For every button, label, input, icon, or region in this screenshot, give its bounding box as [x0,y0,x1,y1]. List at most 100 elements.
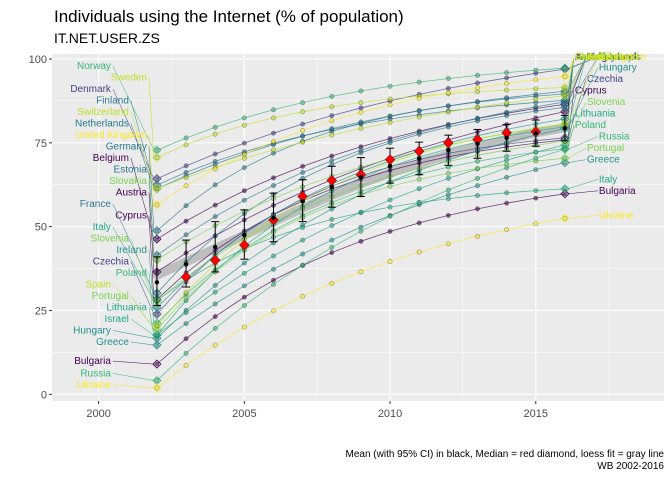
series-point [300,294,305,299]
series-point [212,289,218,295]
label-leader [112,65,155,151]
summary-stats [152,114,569,306]
x-tick-label: 2000 [86,408,110,420]
label-leader [130,157,155,240]
median-diamond [384,154,396,165]
start-marker [152,183,162,194]
start-marker [152,321,162,331]
series-point [271,107,276,113]
series-point [241,283,247,289]
series-point [358,238,364,244]
series-point [300,262,305,268]
label-leader [567,179,598,190]
label-start-finland: Finland [96,96,129,107]
series-point [329,126,335,132]
end-marker [560,144,570,154]
label-leader [130,318,155,336]
label-end-germany: Germany [575,52,616,63]
series-point [416,249,422,255]
series-point [387,184,393,189]
label-end-slovakia: Slovakia [575,52,613,63]
series-point [154,385,160,391]
series-point [300,128,305,133]
series-point [562,93,568,98]
series-point [475,85,480,91]
series-point [533,167,539,173]
label-leader [112,284,155,327]
label-start-netherlands: Netherlands [75,119,129,130]
label-leader [130,261,155,315]
series-point [271,282,276,287]
label-start-czechia: Czechia [93,257,130,268]
series-point [358,109,364,115]
label-end-belgium: Belgium [587,52,623,63]
series-point [271,130,276,136]
label-leader [567,56,587,96]
series-point [183,295,189,301]
label-start-greece: Greece [96,337,129,348]
series-point [475,99,480,104]
series-point [445,187,451,193]
median-diamond [180,271,192,283]
series-point [300,237,305,243]
series-point [504,87,509,93]
label-end-estonia: Estonia [575,52,609,63]
series-point [533,96,539,102]
series-point [212,214,218,219]
series-point [475,233,480,239]
label-leader [112,360,154,365]
series-point [358,150,364,156]
label-leader [148,272,155,324]
country-labels: AustriaAustriaBelgiumBelgiumBulgariaBulg… [70,52,646,391]
y-tick-label: 50 [35,222,47,234]
label-start-lithuania: Lithuania [106,303,147,314]
start-marker [152,200,162,210]
axis-ticks: 2000 2005 2010 2015 0 25 50 75 100 [29,54,548,420]
series-point [271,277,276,283]
mean-point [387,163,393,169]
series-point [504,174,509,180]
series-point [329,153,335,159]
y-tick-label: 100 [29,54,47,66]
label-end-ireland: Ireland [575,52,606,63]
series-point [387,197,393,203]
x-tick-label: 2010 [378,408,402,420]
series-point [183,351,189,356]
series-point [416,131,422,137]
label-leader [148,146,155,231]
start-marker [152,375,162,386]
start-marker [152,234,162,244]
series-point [212,124,218,130]
series-point [475,118,480,124]
median-diamond [326,175,338,186]
start-marker [152,359,162,369]
series-point [300,163,305,169]
label-start-spain: Spain [85,280,111,291]
series-point [504,153,509,159]
series-point [271,253,276,259]
label-start-france: France [80,199,112,210]
series-point [533,91,539,97]
series-point [416,220,422,226]
label-start-hungary: Hungary [73,326,111,337]
series-point [183,142,189,148]
label-start-belgium: Belgium [93,153,129,164]
start-marker [152,174,162,184]
label-end-italy: Italy [599,174,617,185]
series-point [475,89,480,95]
series-point [241,260,247,266]
median-diamond [501,127,512,139]
mean-point [533,130,538,136]
series-point [387,204,393,210]
end-marker [560,71,570,82]
series-point [241,197,247,203]
series-point [212,283,218,288]
start-marker [152,153,162,163]
series-point [387,96,393,102]
label-leader [567,56,599,108]
mean-point [271,215,276,221]
series-point [183,135,189,141]
series-point [358,119,364,125]
y-tick-label: 0 [41,389,47,401]
